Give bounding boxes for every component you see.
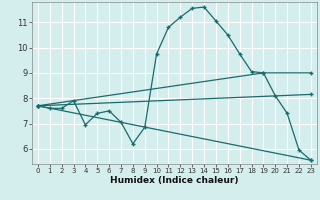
X-axis label: Humidex (Indice chaleur): Humidex (Indice chaleur) (110, 176, 239, 185)
